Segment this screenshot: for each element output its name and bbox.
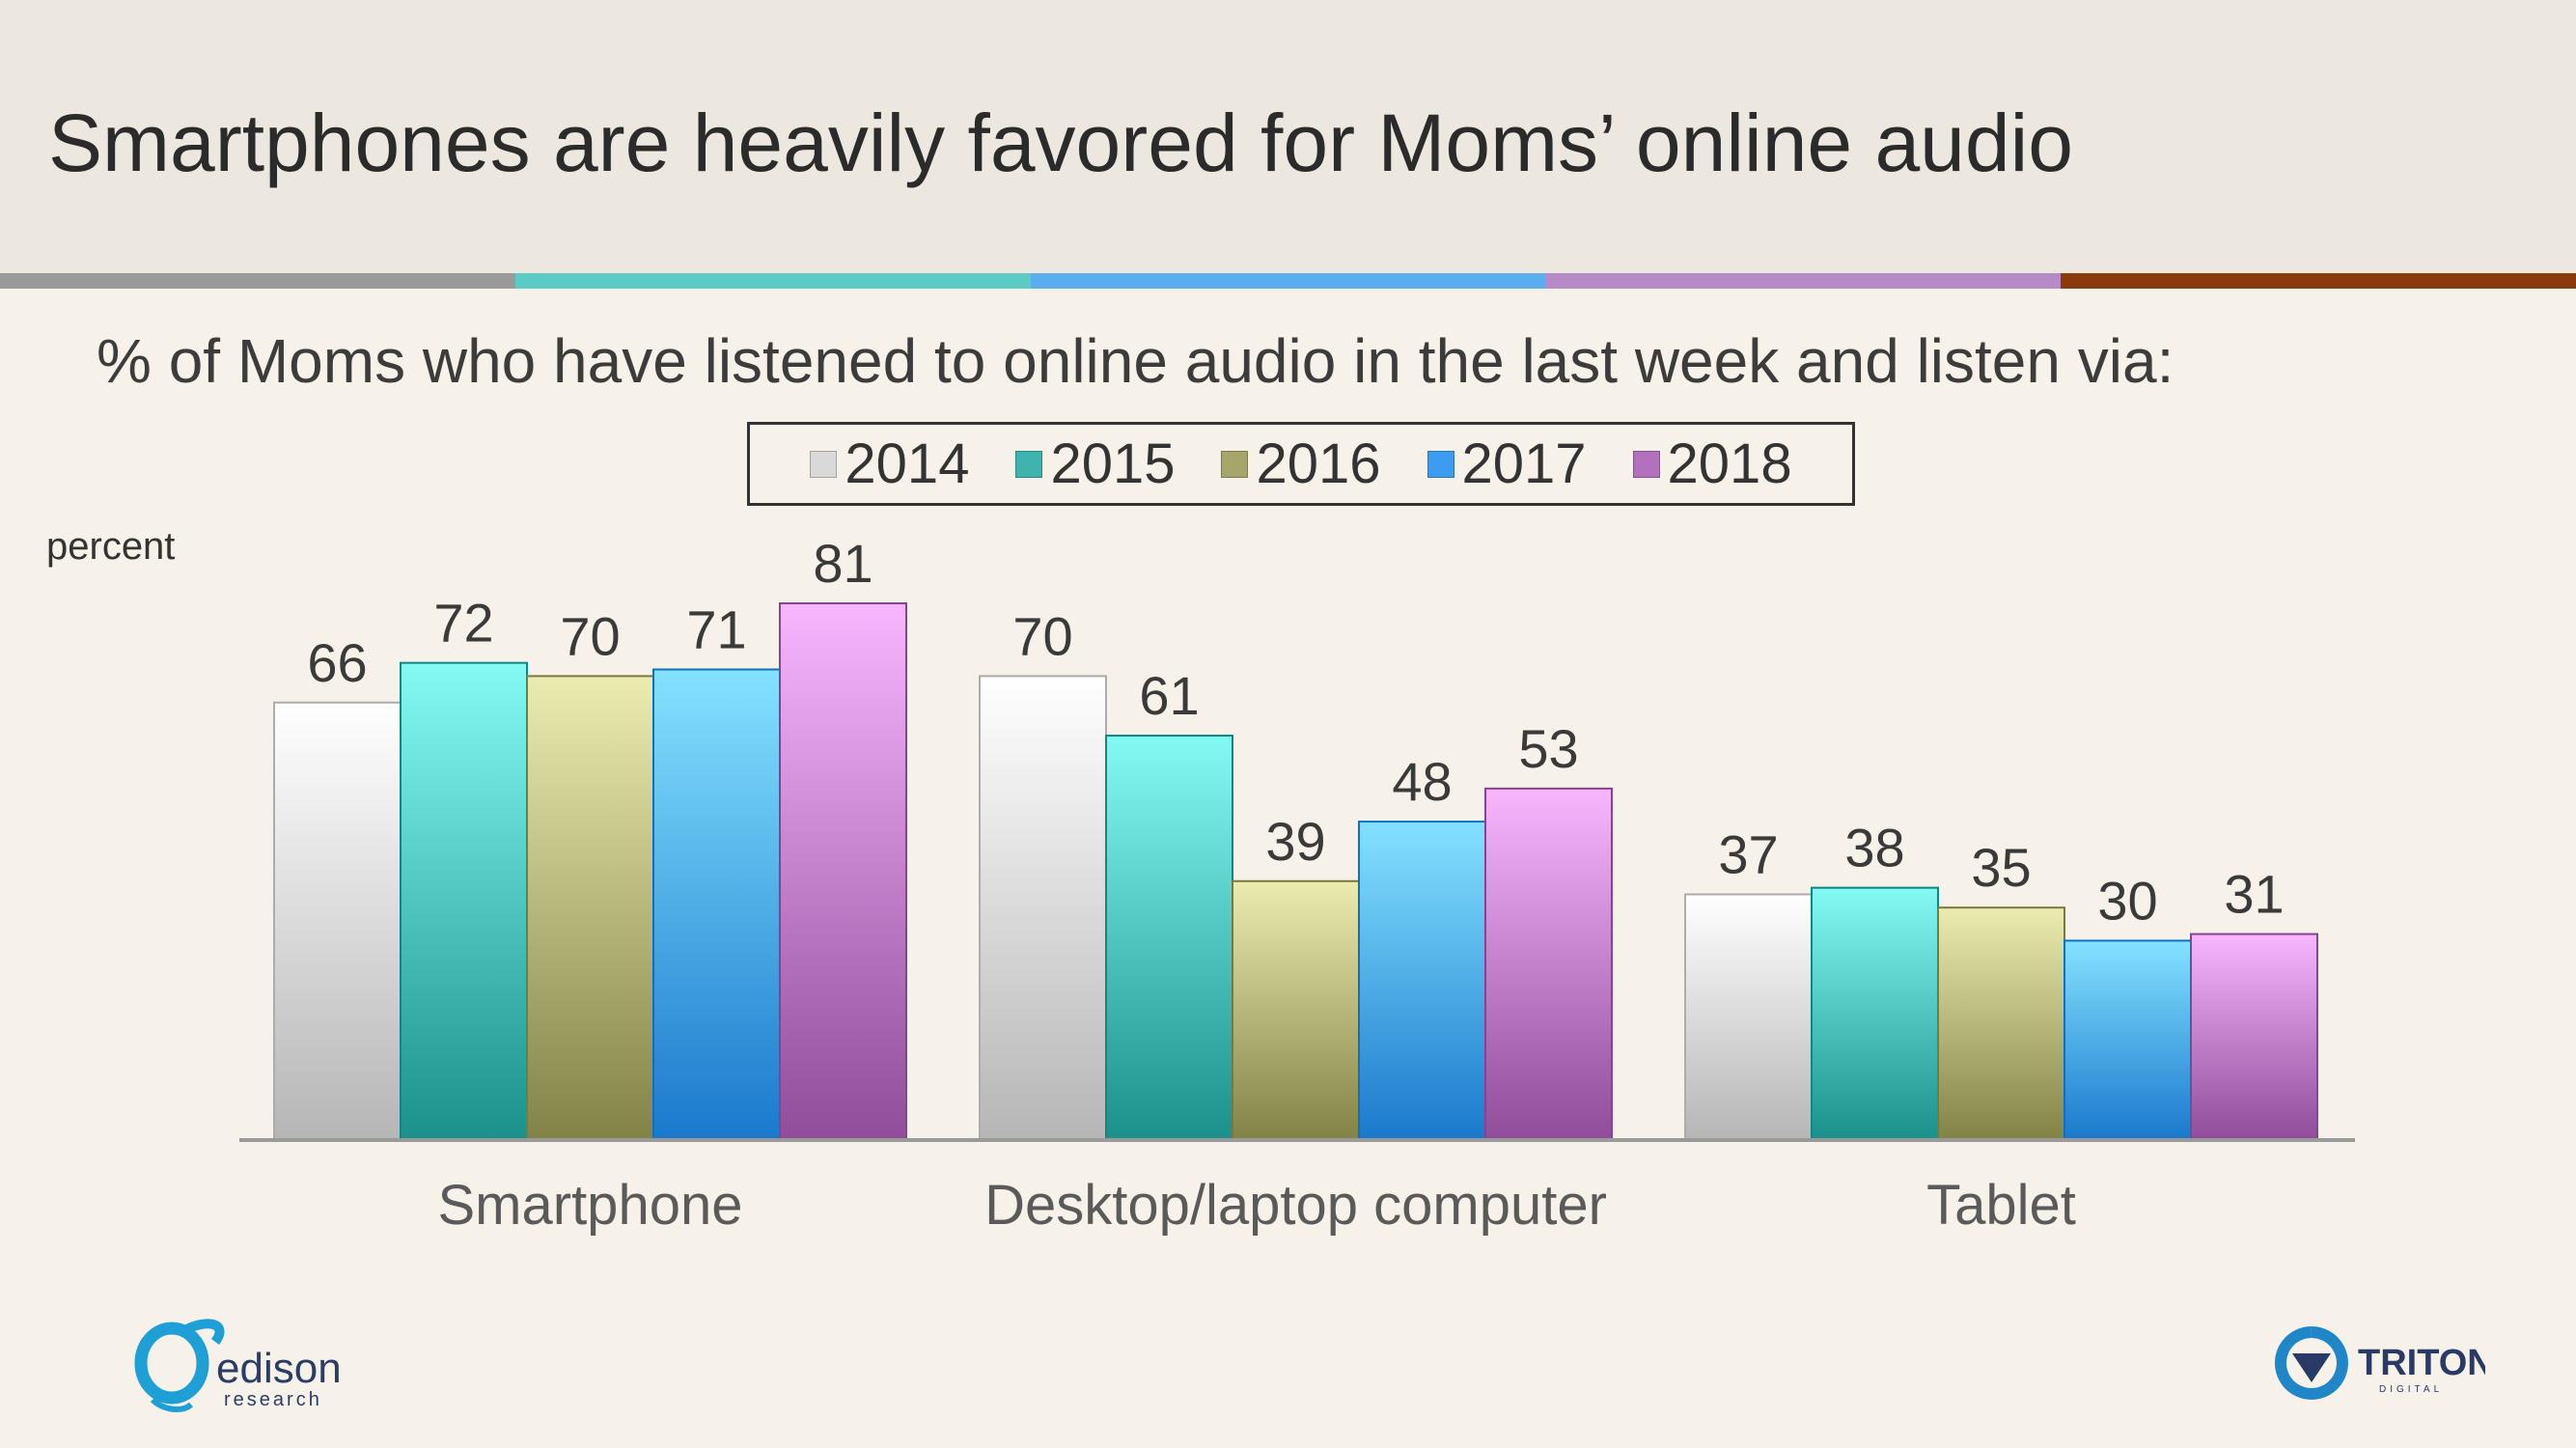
slide-title: Smartphones are heavily favored for Moms…	[48, 97, 2073, 188]
legend-item: 2018	[1632, 432, 1792, 496]
data-label: 31	[2224, 864, 2284, 925]
triton-logo-icon: TRITON DIGITAL	[2274, 1326, 2485, 1400]
bar	[1811, 886, 1939, 1140]
data-label: 53	[1518, 718, 1578, 779]
legend-swatch	[1015, 450, 1043, 478]
stripe-segment	[0, 273, 515, 289]
data-label: 70	[1012, 605, 1072, 666]
bar	[1232, 879, 1360, 1140]
legend-label: 2016	[1256, 432, 1381, 495]
bar	[779, 602, 907, 1140]
data-label: 35	[1971, 837, 2031, 898]
bar	[2064, 939, 2192, 1141]
category-label: Tablet	[1926, 1174, 2076, 1237]
data-label: 48	[1392, 751, 1452, 812]
bar	[1358, 821, 1486, 1140]
bar	[1937, 906, 2065, 1140]
bar	[652, 668, 781, 1140]
color-stripe	[0, 273, 2576, 289]
bar	[526, 675, 654, 1140]
legend-swatch	[1221, 450, 1249, 478]
edison-logo-text: edison	[216, 1345, 342, 1392]
data-label: 66	[307, 632, 367, 693]
triton-logo-text: TRITON	[2358, 1343, 2485, 1383]
bar	[1484, 787, 1613, 1141]
category-label: Desktop/laptop computer	[984, 1174, 1607, 1237]
title-band	[0, 0, 2576, 273]
bar	[979, 675, 1107, 1140]
stripe-segment	[514, 273, 1031, 289]
bar	[1684, 893, 1813, 1141]
stripe-segment	[2061, 273, 2576, 289]
triton-logo-subtext: DIGITAL	[2379, 1384, 2443, 1395]
data-label: 37	[1718, 823, 1778, 884]
data-label: 30	[2097, 870, 2157, 931]
data-label: 72	[433, 593, 493, 654]
category-label: Smartphone	[438, 1174, 743, 1237]
legend-swatch	[1426, 450, 1454, 478]
legend-label: 2014	[845, 432, 970, 495]
legend-label: 2017	[1461, 432, 1587, 495]
legend-label: 2018	[1667, 432, 1792, 495]
legend-item: 2017	[1426, 432, 1587, 496]
edison-logo-subtext: research	[224, 1389, 322, 1410]
bar	[273, 701, 402, 1140]
legend-item: 2014	[810, 432, 969, 496]
legend-label: 2015	[1050, 432, 1176, 495]
stripe-segment	[1545, 273, 2062, 289]
data-label: 39	[1265, 811, 1325, 872]
legend-item: 2016	[1221, 432, 1381, 496]
data-label: 61	[1139, 665, 1199, 726]
y-axis-unit-label: percent	[46, 525, 176, 568]
bar	[1105, 735, 1233, 1140]
data-label: 38	[1844, 818, 1904, 878]
data-label: 71	[686, 599, 746, 660]
chart-legend: 2014 2015 2016 2017 2018	[747, 422, 1855, 506]
data-label: 81	[813, 533, 873, 594]
stripe-segment	[1030, 273, 1546, 289]
bar	[2190, 933, 2318, 1140]
legend-swatch	[1632, 450, 1660, 478]
legend-swatch	[810, 450, 838, 478]
data-label: 70	[560, 605, 620, 666]
chart-subtitle: % of Moms who have listened to online au…	[97, 326, 2174, 396]
edison-logo-icon: edison research	[134, 1319, 342, 1413]
bar	[400, 661, 528, 1141]
legend-item: 2015	[1015, 432, 1175, 496]
